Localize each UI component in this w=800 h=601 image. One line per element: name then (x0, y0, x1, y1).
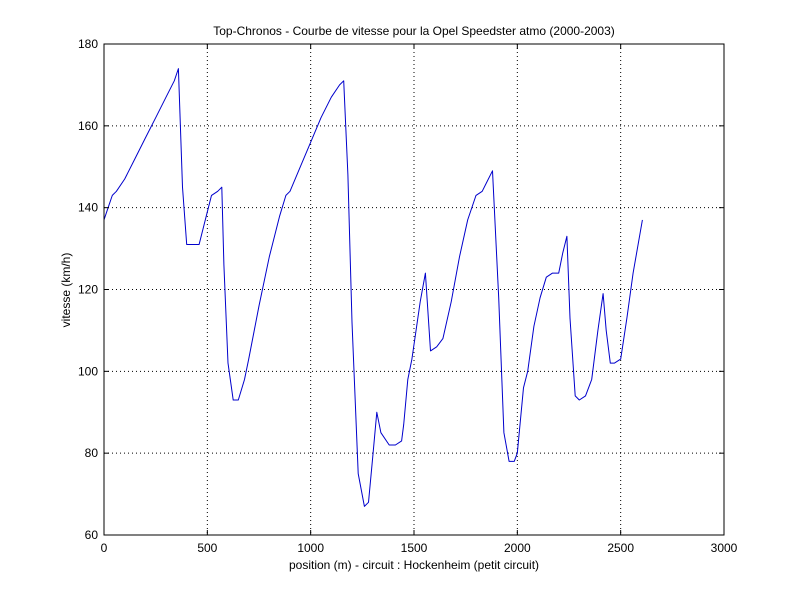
x-tick-label: 0 (101, 541, 108, 555)
x-tick-label: 500 (197, 541, 217, 555)
tick-layer: 0 500 1000 1500 2000 2500 3000 60 80 100 120 140 160… (78, 37, 738, 555)
y-tick-label: 80 (85, 446, 99, 460)
y-tick-label: 120 (78, 283, 98, 297)
speed-series-line (103, 68, 643, 507)
x-axis-label: position (m) - circuit : Hockenheim (pet… (289, 558, 539, 572)
x-tick-label: 1500 (401, 541, 428, 555)
x-tick-label: 1000 (297, 541, 324, 555)
grid-layer (104, 44, 724, 535)
y-axis-label: vitesse (km/h) (59, 253, 73, 328)
y-tick-label: 160 (78, 119, 98, 133)
y-tick-label: 180 (78, 37, 98, 51)
y-tick-label: 140 (78, 201, 98, 215)
x-tick-label: 2500 (607, 541, 634, 555)
chart-title: Top-Chronos - Courbe de vitesse pour la … (213, 24, 615, 38)
x-tick-label: 2000 (504, 541, 531, 555)
series-layer (103, 68, 643, 507)
y-tick-label: 100 (78, 364, 98, 378)
x-tick-label: 3000 (711, 541, 738, 555)
y-tick-label: 60 (85, 528, 99, 542)
